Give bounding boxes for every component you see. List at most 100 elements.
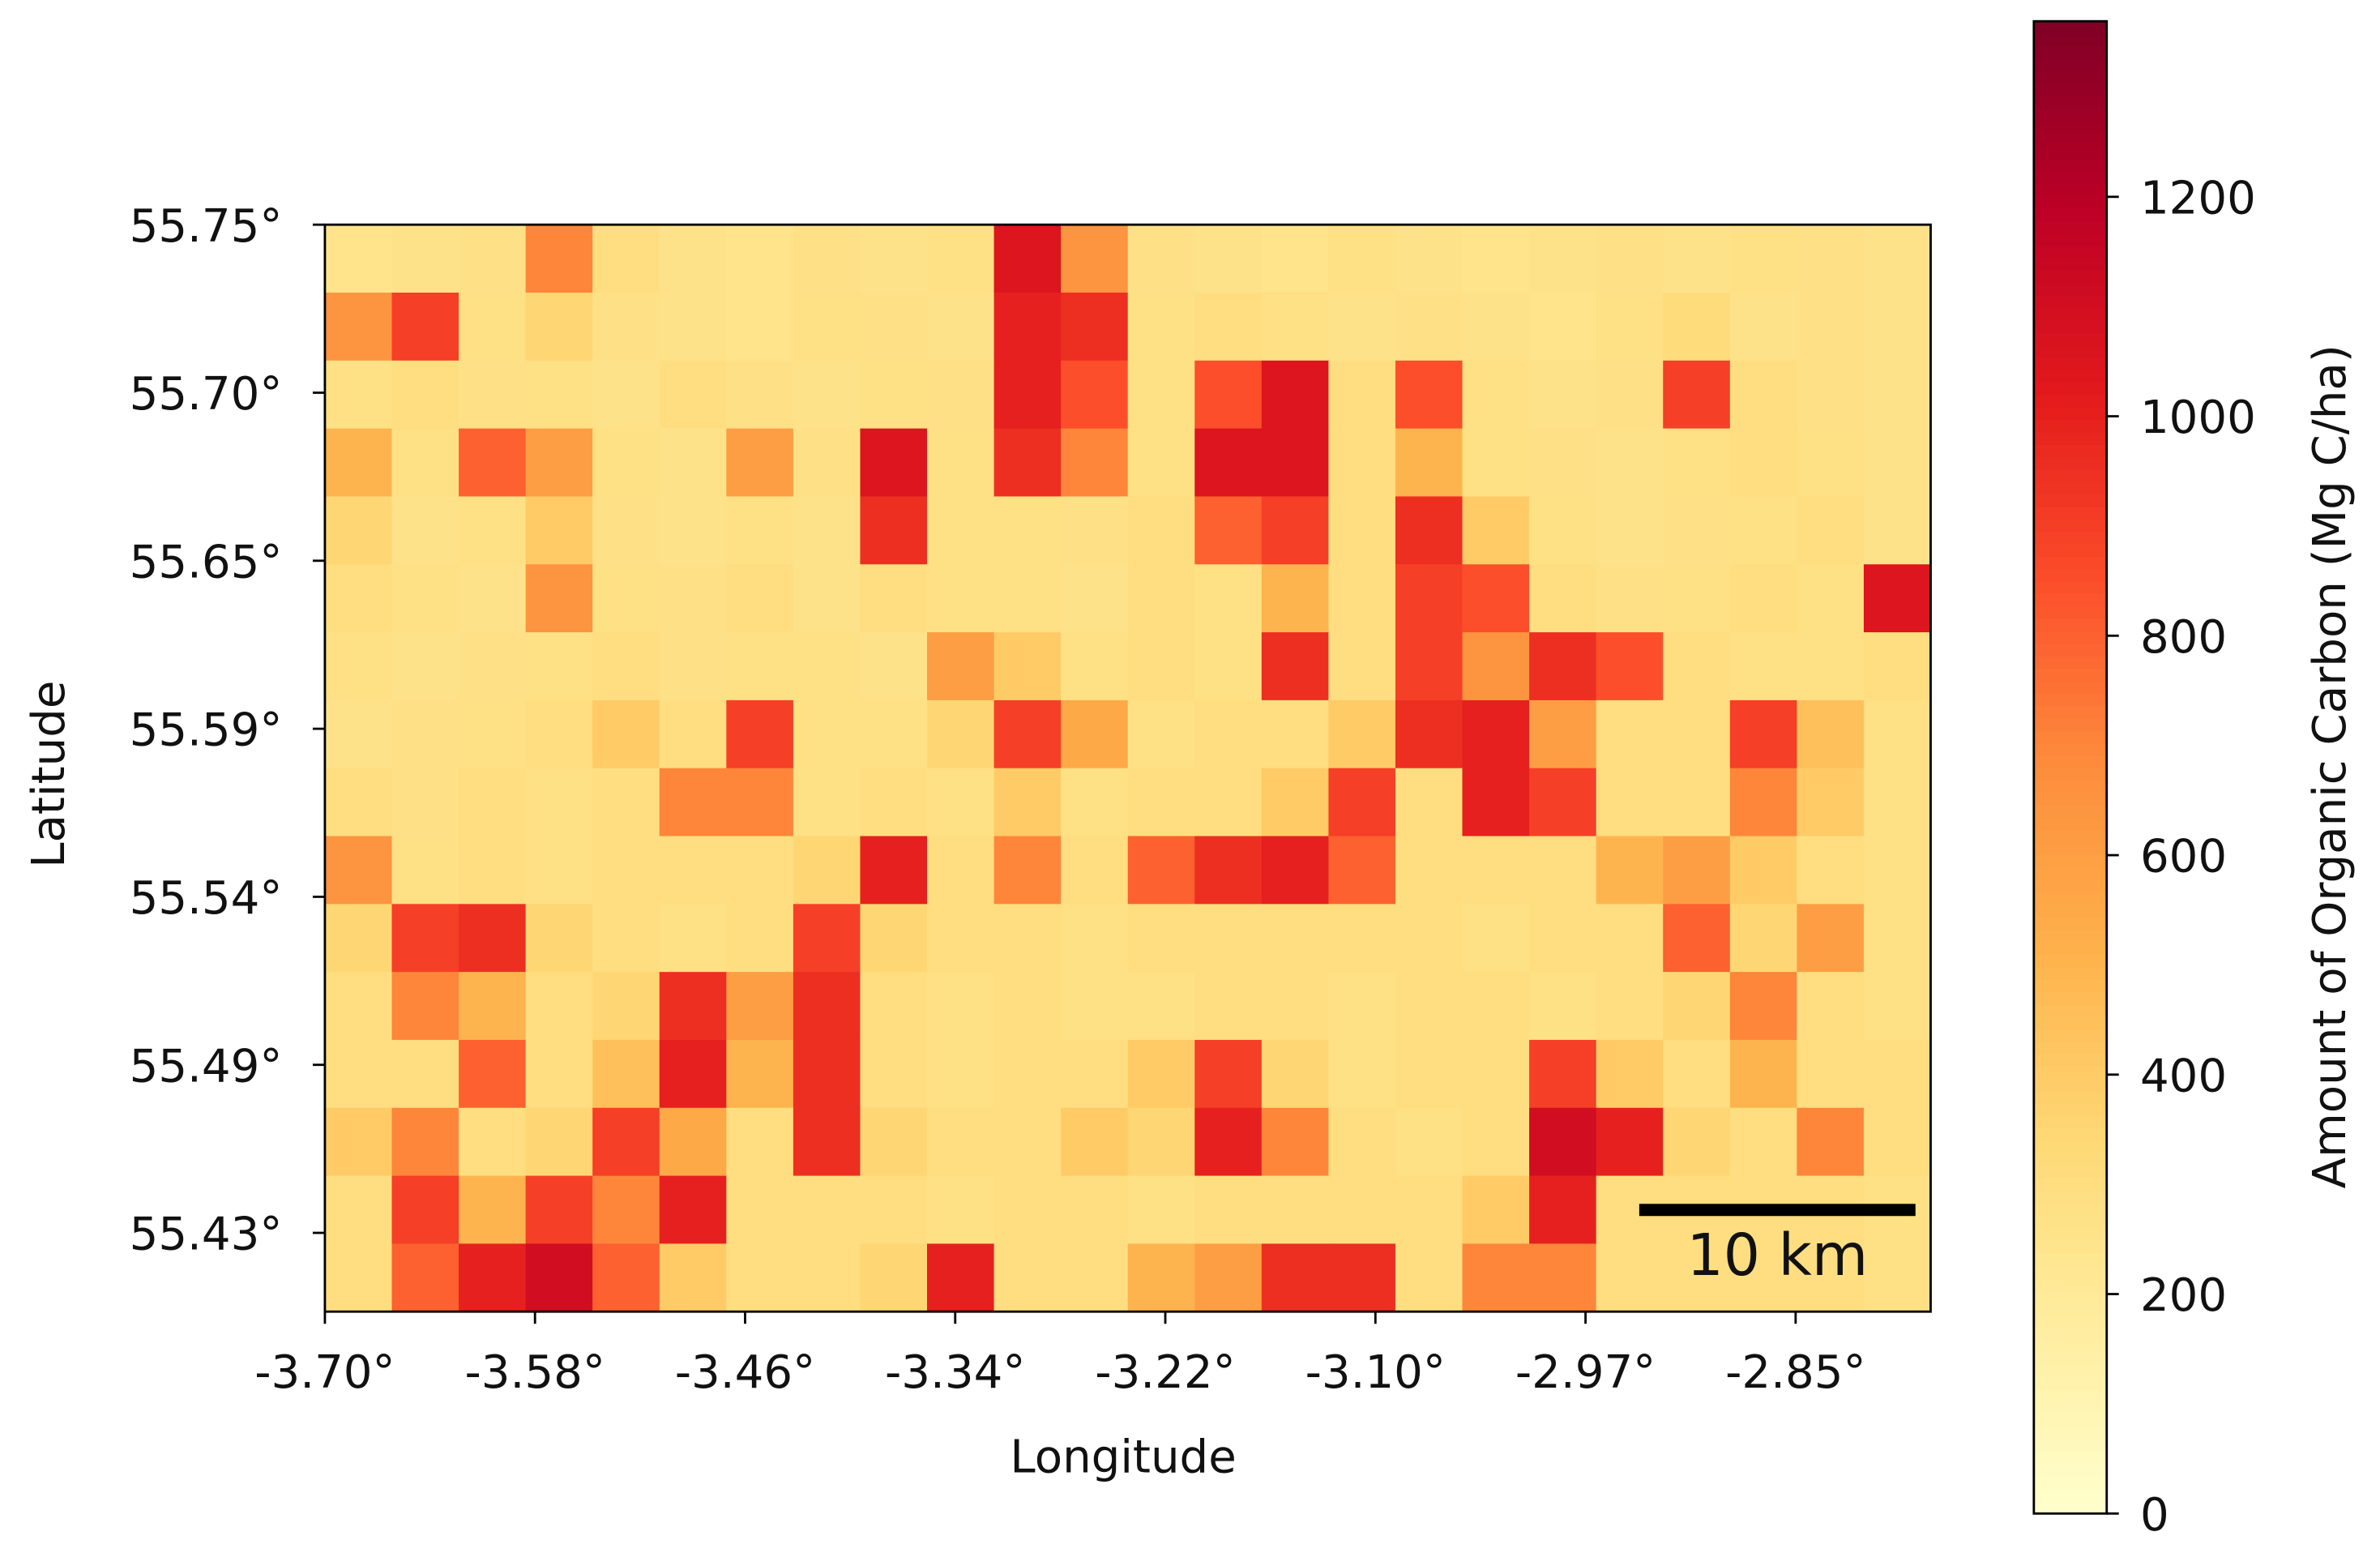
raster-cell xyxy=(993,225,1062,294)
raster-cell xyxy=(726,904,795,973)
raster-cell xyxy=(793,564,861,634)
colorbar-swatch xyxy=(2033,357,2107,370)
raster-cell xyxy=(1663,496,1731,566)
colorbar-swatch xyxy=(2033,1252,2107,1266)
raster-cell xyxy=(927,428,995,498)
raster-cell xyxy=(927,904,995,973)
colorbar-swatch xyxy=(2033,456,2107,470)
colorbar-swatch xyxy=(2033,108,2107,122)
raster-cell xyxy=(1127,564,1196,634)
raster-cell xyxy=(927,972,995,1042)
y-axis-label: Latitude xyxy=(23,681,75,868)
colorbar-swatch xyxy=(2033,419,2107,433)
colorbar-swatch xyxy=(2033,1127,2107,1142)
x-tick-label: -3.10° xyxy=(1305,1346,1446,1399)
raster-cell xyxy=(860,1175,929,1245)
raster-cell xyxy=(1061,428,1129,498)
colorbar-swatch xyxy=(2033,555,2107,570)
colorbar-swatch xyxy=(2033,96,2107,109)
colorbar-swatch xyxy=(2033,21,2107,35)
raster-cell xyxy=(659,360,728,430)
colorbar-swatch xyxy=(2033,780,2107,794)
raster-cell xyxy=(1663,564,1731,634)
raster-cell xyxy=(1462,225,1531,294)
raster-cell xyxy=(927,225,995,294)
raster-cell xyxy=(1061,293,1129,362)
colorbar-swatch xyxy=(2033,245,2107,259)
raster-cell xyxy=(391,564,460,634)
y-tick-label: 55.70° xyxy=(130,368,283,421)
raster-cell xyxy=(1797,360,1865,430)
colorbar-swatch xyxy=(2033,1190,2107,1204)
raster-cell xyxy=(525,904,594,973)
raster-cell xyxy=(927,699,995,769)
colorbar-swatch xyxy=(2033,630,2107,644)
raster-cell xyxy=(1529,836,1597,905)
colorbar-swatch xyxy=(2033,717,2107,731)
colorbar-swatch xyxy=(2033,1215,2107,1229)
raster-cell xyxy=(1863,360,1932,430)
colorbar-swatch xyxy=(2033,1364,2107,1378)
raster-cell xyxy=(324,1107,393,1177)
raster-cell xyxy=(1127,293,1196,362)
colorbar-tick-label: 400 xyxy=(2140,1050,2227,1102)
raster-cell xyxy=(860,293,929,362)
raster-cell xyxy=(1663,1243,1731,1313)
raster-cell xyxy=(993,699,1062,769)
colorbar-swatch xyxy=(2033,643,2107,657)
raster-cell xyxy=(1194,699,1263,769)
raster-cell xyxy=(659,564,728,634)
raster-cell xyxy=(993,904,1062,973)
colorbar-swatch xyxy=(2033,1302,2107,1316)
raster-cell xyxy=(1194,293,1263,362)
raster-cell xyxy=(1061,564,1129,634)
colorbar-swatch xyxy=(2033,618,2107,632)
raster-cell xyxy=(726,1039,795,1109)
raster-cell xyxy=(860,1107,929,1177)
raster-cell xyxy=(1061,768,1129,837)
raster-cell xyxy=(927,293,995,362)
colorbar-swatch xyxy=(2033,319,2107,333)
raster-cell xyxy=(324,1175,393,1245)
raster-cell xyxy=(592,225,660,294)
raster-cell xyxy=(1061,904,1129,973)
colorbar-label: Amount of Organic Carbon (Mg C/ha) xyxy=(2304,344,2356,1188)
raster-cell xyxy=(391,360,460,430)
raster-cell xyxy=(1863,632,1932,702)
raster-cell xyxy=(1395,564,1463,634)
raster-cell xyxy=(860,768,929,837)
raster-cell xyxy=(993,972,1062,1042)
raster-cell xyxy=(1395,293,1463,362)
raster-cell xyxy=(1663,225,1731,294)
raster-cell xyxy=(1596,1039,1664,1109)
raster-cell xyxy=(1328,768,1397,837)
colorbar-swatch xyxy=(2033,83,2107,97)
raster-cell xyxy=(1261,564,1330,634)
raster-cell xyxy=(726,1243,795,1313)
raster-cell xyxy=(860,564,929,634)
raster-cell xyxy=(1462,1039,1531,1109)
colorbar-swatch xyxy=(2033,481,2107,495)
colorbar-swatch xyxy=(2033,978,2107,993)
raster-cell xyxy=(1261,836,1330,905)
raster-cell xyxy=(1395,225,1463,294)
raster-cell xyxy=(1261,972,1330,1042)
raster-cell xyxy=(1127,972,1196,1042)
raster-cell xyxy=(1261,1107,1330,1177)
raster-cell xyxy=(1729,293,1798,362)
raster-cell xyxy=(793,496,861,566)
raster-cell xyxy=(993,360,1062,430)
raster-cell xyxy=(1663,428,1731,498)
raster-cell xyxy=(659,225,728,294)
raster-cell xyxy=(1395,428,1463,498)
raster-cell xyxy=(1194,972,1263,1042)
raster-cell xyxy=(391,836,460,905)
raster-cell xyxy=(1596,836,1664,905)
raster-cell xyxy=(592,1107,660,1177)
colorbar-swatch xyxy=(2033,1028,2107,1042)
raster-cell xyxy=(592,1175,660,1245)
raster-cell xyxy=(1529,496,1597,566)
colorbar-swatch xyxy=(2033,792,2107,806)
colorbar-swatch xyxy=(2033,1227,2107,1241)
x-tick-label: -3.34° xyxy=(885,1346,1025,1399)
